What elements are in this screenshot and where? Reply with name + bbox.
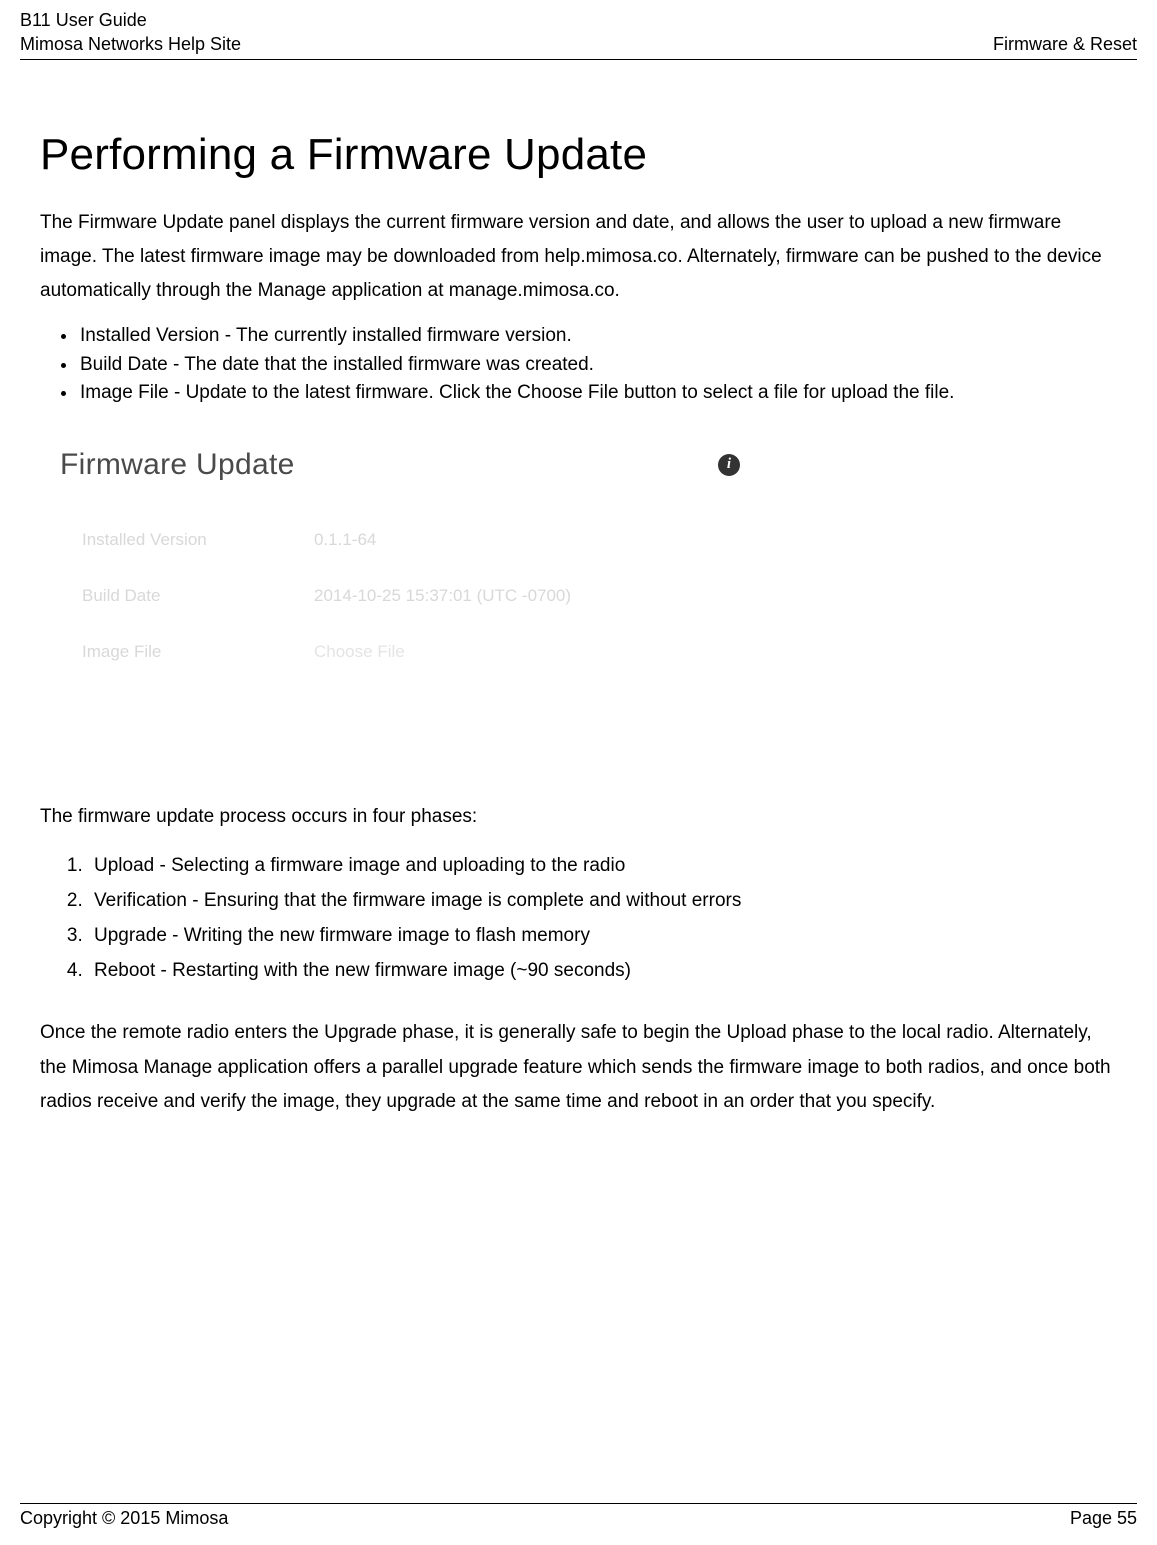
panel-title: Firmware Update	[60, 448, 295, 482]
list-item: Reboot - Restarting with the new firmwar…	[88, 953, 1117, 988]
installed-version-value: 0.1.1-64	[314, 530, 376, 550]
panel-row-installed-version: Installed Version 0.1.1-64	[60, 512, 740, 568]
phases-list: Upload - Selecting a firmware image and …	[40, 848, 1117, 989]
page-number: Page 55	[1070, 1508, 1137, 1529]
header-left: B11 User Guide Mimosa Networks Help Site	[20, 8, 241, 57]
list-item: Upload - Selecting a firmware image and …	[88, 848, 1117, 883]
panel-header: Firmware Update i	[60, 448, 740, 482]
page-header: B11 User Guide Mimosa Networks Help Site…	[20, 8, 1137, 60]
intro-paragraph: The Firmware Update panel displays the c…	[40, 206, 1117, 309]
page-root: B11 User Guide Mimosa Networks Help Site…	[0, 0, 1157, 1545]
list-item: Verification - Ensuring that the firmwar…	[88, 883, 1117, 918]
firmware-update-panel: Firmware Update i Installed Version 0.1.…	[40, 438, 760, 770]
list-item: Upgrade - Writing the new firmware image…	[88, 918, 1117, 953]
copyright-text: Copyright © 2015 Mimosa	[20, 1508, 228, 1529]
header-right: Firmware & Reset	[993, 32, 1137, 56]
field-definitions-list: Installed Version - The currently instal…	[40, 322, 1117, 408]
site-name: Mimosa Networks Help Site	[20, 32, 241, 56]
page-footer: Copyright © 2015 Mimosa Page 55	[20, 1503, 1137, 1529]
page-title: Performing a Firmware Update	[40, 130, 1117, 180]
content-area: Performing a Firmware Update The Firmwar…	[20, 130, 1137, 1119]
installed-version-label: Installed Version	[82, 530, 314, 550]
image-file-label: Image File	[82, 642, 314, 662]
build-date-value: 2014-10-25 15:37:01 (UTC -0700)	[314, 586, 571, 606]
panel-row-image-file: Image File Choose File	[60, 624, 740, 680]
info-icon[interactable]: i	[718, 454, 740, 476]
panel-row-build-date: Build Date 2014-10-25 15:37:01 (UTC -070…	[60, 568, 740, 624]
build-date-label: Build Date	[82, 586, 314, 606]
section-name: Firmware & Reset	[993, 32, 1137, 56]
list-item: Image File - Update to the latest firmwa…	[78, 379, 1117, 408]
phases-intro: The firmware update process occurs in fo…	[40, 800, 1117, 834]
choose-file-button[interactable]: Choose File	[314, 642, 405, 662]
closing-paragraph: Once the remote radio enters the Upgrade…	[40, 1016, 1117, 1119]
list-item: Installed Version - The currently instal…	[78, 322, 1117, 351]
list-item: Build Date - The date that the installed…	[78, 351, 1117, 380]
guide-title: B11 User Guide	[20, 8, 241, 32]
